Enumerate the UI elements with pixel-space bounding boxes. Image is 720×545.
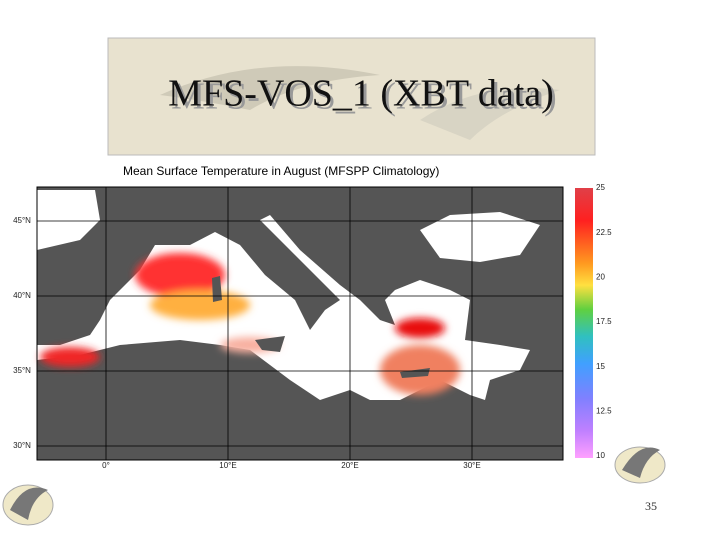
map-title: Mean Surface Temperature in August (MFSP… — [123, 164, 439, 178]
lat-label: 45°N — [13, 216, 31, 225]
colorbar-tick-label: 10 — [596, 451, 605, 460]
colorbar-tick-label: 22.5 — [596, 228, 612, 237]
lon-label: 20°E — [341, 461, 358, 470]
warm-area — [40, 347, 100, 367]
banner-bird — [420, 88, 560, 140]
lon-label: 10°E — [219, 461, 236, 470]
island — [255, 336, 285, 352]
map — [36, 186, 564, 461]
lat-label: 40°N — [13, 291, 31, 300]
logo — [2, 484, 54, 526]
lat-label: 30°N — [13, 441, 31, 450]
colorbar-tick-label: 20 — [596, 272, 605, 281]
atlantic — [37, 190, 100, 250]
colorbar-tick-label: 12.5 — [596, 406, 612, 415]
lon-label: 30°E — [463, 461, 480, 470]
warm-area — [150, 290, 250, 320]
colorbar — [575, 188, 593, 458]
lon-label: 0° — [102, 461, 110, 470]
colorbar-tick-label: 17.5 — [596, 317, 612, 326]
warm-area — [395, 318, 445, 338]
title-shadow: MFS-VOS_1 (XBT data) — [171, 76, 557, 118]
title: MFS-VOS_1 (XBT data) — [168, 73, 554, 115]
warm-area — [135, 253, 225, 297]
banner-bird — [160, 66, 380, 110]
black-sea — [420, 212, 540, 262]
island — [212, 276, 222, 302]
colorbar-tick-label: 15 — [596, 362, 605, 371]
island — [400, 368, 430, 378]
colorbar-tick-label: 25 — [596, 183, 605, 192]
lat-label: 35°N — [13, 366, 31, 375]
map-frame — [36, 186, 564, 461]
page-number: 35 — [645, 499, 657, 513]
logo — [614, 446, 666, 484]
